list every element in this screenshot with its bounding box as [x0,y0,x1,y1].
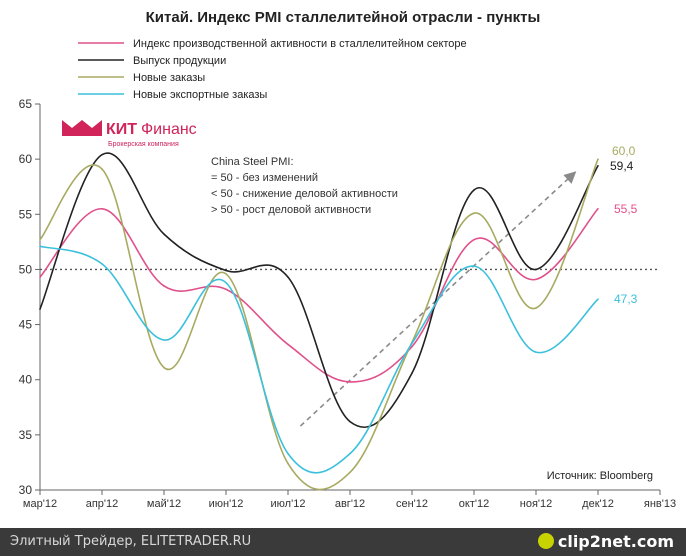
clip2net-logo-text: clip2net.com [557,532,674,551]
annotation-line-1: = 50 - без изменений [211,172,318,184]
data-point-3 [597,298,599,301]
legend: Индекс производственной активности в ста… [78,38,467,101]
y-tick-label: 30 [19,483,33,497]
data-point-0 [39,276,41,278]
x-tick-label: авг'12 [335,498,365,510]
data-point-2 [287,462,289,465]
data-point-0 [597,207,599,210]
data-point-0 [287,343,289,346]
data-point-3 [411,342,413,345]
y-tick-label: 50 [19,262,33,276]
y-tick-label: 60 [19,152,33,166]
annotation-line-2: < 50 - снижение деловой активности [211,188,398,200]
data-point-3 [287,452,289,455]
y-tick-label: 40 [19,373,33,387]
data-point-2 [535,307,537,309]
x-tick-label: май'12 [147,498,181,510]
x-tick-label: мар'12 [23,498,57,510]
data-point-3 [39,245,41,248]
logo-text-bold: КИТ [106,121,137,138]
footer-bar: Элитный Трейдер, ELITETRADER.RU clip2net… [0,528,686,556]
data-point-3 [225,281,227,284]
end-labels: 55,5 59,460,0 47,3 [610,144,638,306]
chart-title: Китай. Индекс PMI сталлелитейной отрасли… [146,9,541,26]
kitfinance-logo: КИТ Финанс Брокерская компания [62,120,197,148]
clip2net-logo: clip2net.com [537,532,674,551]
y-tick-label: 35 [19,428,33,442]
data-point-1 [287,276,289,278]
y-tick-label: 65 [19,97,33,111]
logo-subtitle: Брокерская компания [108,141,179,148]
data-point-3 [101,263,103,265]
x-tick-label: окт'12 [459,498,489,510]
data-point-0 [411,345,413,348]
series-line-2 [39,158,599,491]
data-point-1 [473,189,475,191]
data-point-3 [349,452,351,455]
data-point-2 [349,471,351,474]
data-point-1 [535,268,537,271]
data-point-1 [101,153,103,156]
x-tick-label: дек'12 [582,498,614,510]
trend-arrow-head [563,171,577,184]
pmi-annotation: China Steel PMI: = 50 - без изменений < 50… [211,156,398,216]
legend-label-0: Индекс производственной активности в ста… [133,38,467,50]
x-tick-label: июн'12 [209,498,244,510]
annotation-line-3: > 50 - рост деловой активности [211,204,371,216]
data-point-1 [411,372,413,374]
data-point-0 [349,381,351,383]
data-point-1 [349,420,351,423]
source-label: Источник: Bloomberg [547,470,653,482]
data-point-3 [535,351,537,353]
x-tick-label: апр'12 [86,498,119,510]
legend-label-3: Новые экспортные заказы [133,89,267,101]
data-point-3 [473,265,475,267]
x-tick-label: янв'13 [644,498,676,510]
logo-text-light: Финанс [141,121,197,138]
data-point-2 [473,212,475,214]
data-point-1 [597,164,599,167]
annotation-line-0: China Steel PMI: [211,156,294,168]
data-point-1 [225,269,227,272]
y-tick-label: 55 [19,207,33,221]
data-point-1 [163,233,165,235]
y-tick-label: 45 [19,318,33,332]
end-label-0: 55,5 [614,202,638,216]
data-point-0 [225,288,227,291]
series-lines [39,152,599,491]
data-point-2 [39,238,41,241]
data-point-0 [101,207,103,210]
data-point-3 [163,339,165,341]
x-tick-label: ноя'12 [520,498,552,510]
data-point-0 [473,238,475,241]
series-line-3 [39,245,599,474]
x-tick-label: июл'12 [271,498,306,510]
legend-label-1: Выпуск продукции [133,55,226,67]
data-point-1 [39,308,41,310]
data-point-2 [163,366,165,369]
x-tick-label: сен'12 [396,498,428,510]
data-point-2 [101,168,103,170]
clip2net-badge-icon [537,533,554,549]
legend-label-2: Новые заказы [133,72,205,84]
data-point-0 [163,285,165,287]
data-point-2 [597,158,599,160]
data-point-0 [535,278,537,281]
chart: Китай. Индекс PMI сталлелитейной отрасли… [19,9,676,510]
end-label-2: 60,0 [612,144,636,158]
series-line-0 [39,207,599,383]
footer-text: Элитный Трейдер, ELITETRADER.RU [10,534,252,549]
end-label-1: 59,4 [610,159,634,173]
data-point-2 [225,273,227,275]
end-label-3: 47,3 [614,292,638,306]
series-line-1 [39,152,599,428]
logo-crown-icon [62,120,102,136]
axes: 30 35 40 45 50 55 60 65 мар'12 апр'12 май'12 июн'12… [19,97,676,510]
trend-arrow-group [299,170,577,427]
